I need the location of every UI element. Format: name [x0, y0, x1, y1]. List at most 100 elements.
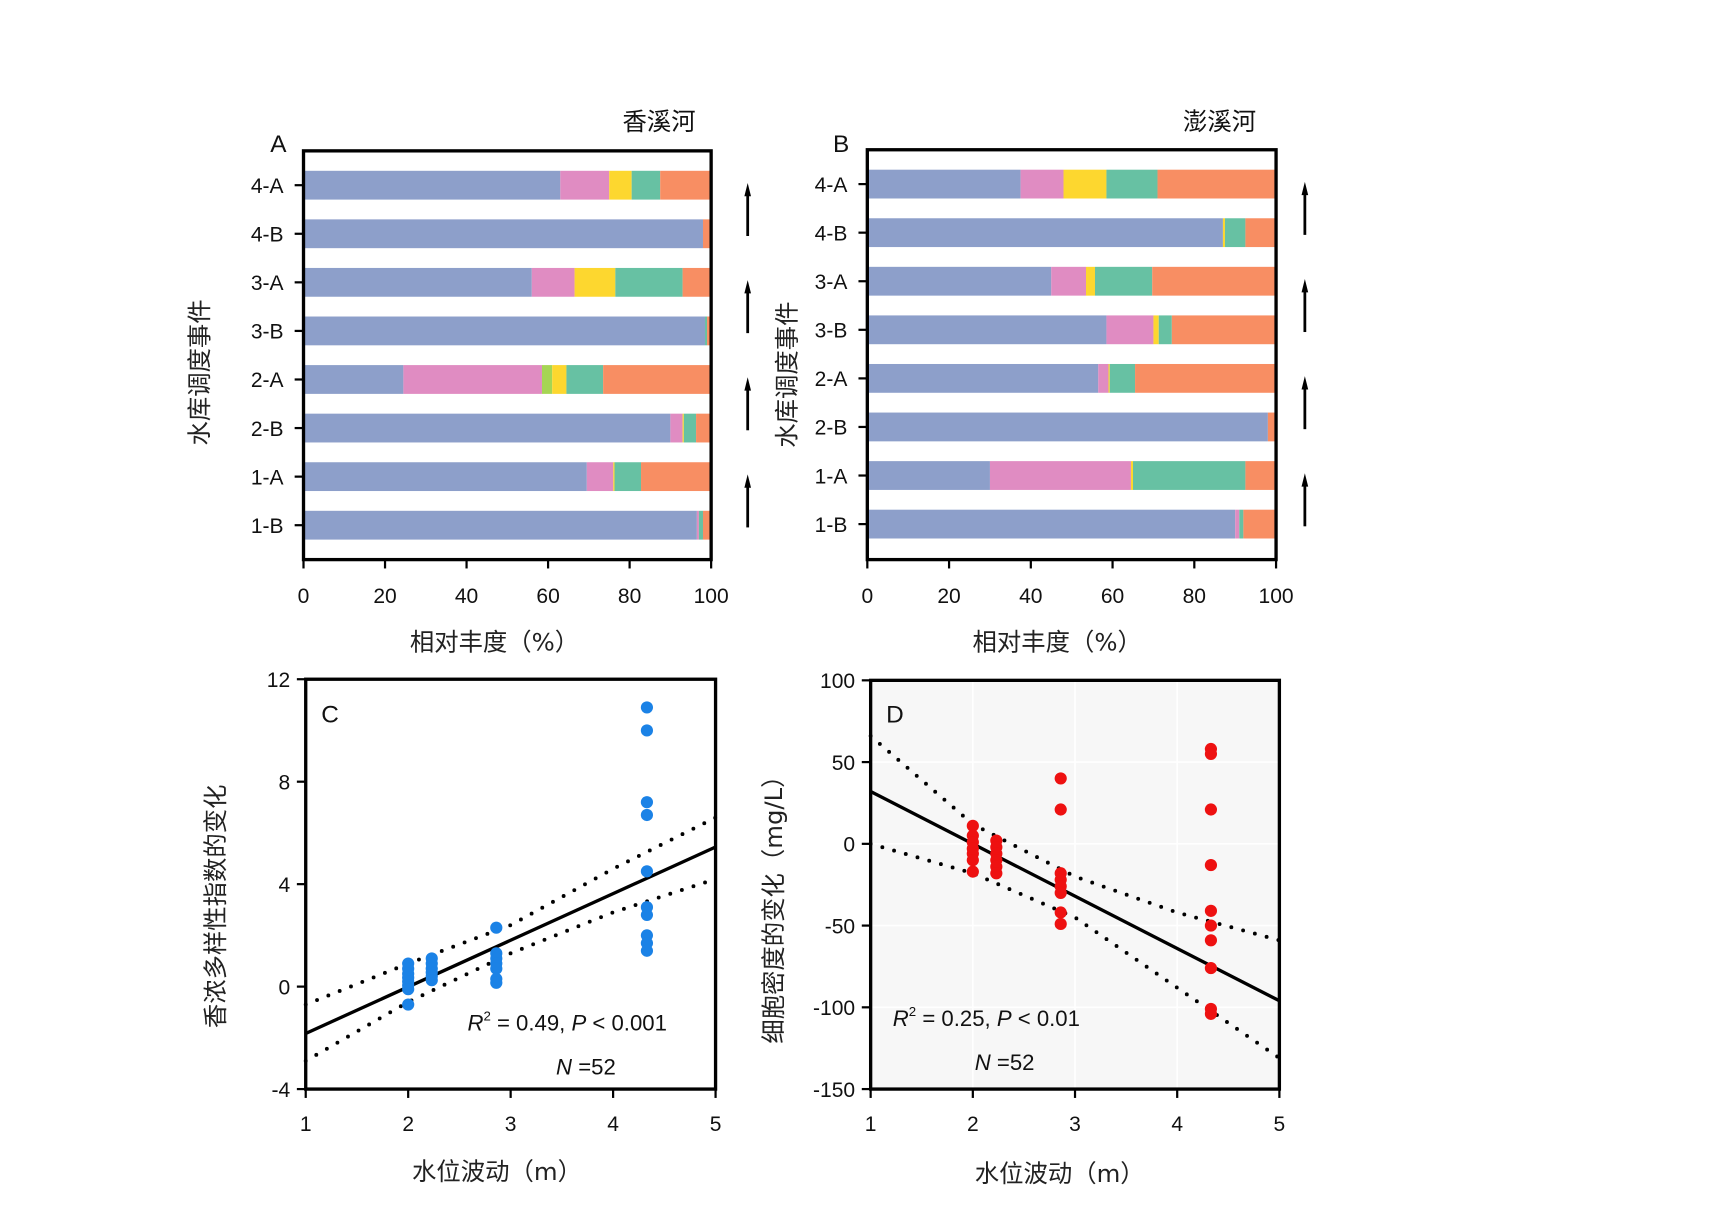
panel-b-title: 澎溪河 [1183, 107, 1256, 136]
panel-d-x-tick-label: 5 [1274, 1113, 1286, 1136]
panel-a-bar-segment-yellow_group [552, 365, 567, 394]
panel-d-data-point [966, 865, 979, 878]
panel-a-x-axis-title: 相对丰度（%） [410, 627, 579, 656]
panel-b-bar-segment-blue_group [867, 509, 1236, 539]
panel-a-y-tick-label: 1-A [251, 466, 284, 489]
panel-c-letter: C [321, 701, 339, 728]
p-symbol: P [997, 1006, 1012, 1031]
panel-d-y-tick-label: -50 [825, 915, 855, 938]
panel-b-bar-segment-green_group [1106, 169, 1158, 199]
panel-c-y-tick-label: -4 [272, 1079, 291, 1102]
panel-b-y-tick-label: 4-B [815, 222, 848, 245]
panel-a-bar-segment-blue_group [303, 510, 697, 540]
panel-a-y-tick-label: 3-A [251, 272, 284, 295]
panel-b-x-tick-label: 60 [1101, 585, 1124, 608]
panel-d-data-point [1204, 919, 1218, 932]
panel-b-x-tick-label: 0 [861, 585, 873, 608]
panel-a-y-tick-label: 3-B [251, 321, 284, 344]
panel-a-bar-segment-blue_group [303, 365, 404, 394]
panel-b-bar-segment-green_group [1158, 315, 1172, 345]
panel-b-bar-segment-orange_group [1243, 509, 1277, 539]
panel-d-ci-lower-line [868, 841, 1282, 1060]
panel-c-r2-annotation: R2 = 0.49, P < 0.001 [467, 1008, 666, 1035]
panel-a-x-tick-label: 20 [373, 585, 396, 608]
panel-c-data-point [490, 921, 503, 934]
panel-b-up-arrow-head [1301, 473, 1309, 487]
panel-b-up-arrow-head [1301, 181, 1309, 196]
n-symbol: N [975, 1050, 991, 1075]
panel-c-y-tick-label: 4 [279, 874, 291, 897]
panel-a-up-arrow-head [744, 474, 752, 488]
panel-b-bar-segment-green_group [1094, 266, 1153, 296]
r2-superscript: 2 [909, 1004, 916, 1019]
n-value: =52 [572, 1055, 616, 1080]
r2-symbol: R [893, 1006, 909, 1031]
panel-a-bar-segment-orange_group [702, 219, 712, 249]
panel-a-y-tick-label: 1-B [251, 515, 284, 538]
panel-c-data-point [490, 962, 503, 975]
n-symbol: N [556, 1055, 572, 1080]
panel-b-x-tick-label: 80 [1183, 585, 1206, 608]
panel-a-bar-segment-green_group [566, 365, 604, 394]
panel-b-x-axis-title: 相对丰度（%） [973, 627, 1142, 656]
panel-b-bar-segment-green_group [1133, 461, 1246, 490]
panel-b-bar-segment-orange_group [1267, 412, 1277, 442]
panel-d-data-point [1204, 904, 1218, 917]
panel-b-bar-segment-blue_group [867, 461, 990, 490]
panel-c-data-point [640, 944, 654, 957]
panel-c-data-point [640, 701, 654, 714]
panel-c-x-tick-label: 2 [402, 1113, 414, 1136]
panel-d-y-axis-title: 细胞密度的变化（mg/L） [759, 763, 788, 1043]
panel-b-bar-segment-green_group [1109, 363, 1136, 393]
panel-b-bar-segment-orange_group [1152, 266, 1277, 296]
panel-d-y-tick-label: 0 [843, 834, 855, 857]
panel-a-bar-segment-blue_group [303, 316, 706, 346]
panel-d-data-point [1204, 934, 1218, 947]
panel-a-bar-segment-yellow_group [574, 267, 616, 297]
panel-a-y-tick-label: 4-B [251, 224, 284, 247]
panel-b-bar-segment-green_group [1224, 218, 1246, 248]
panel-a-bar-segment-lime_group [541, 365, 553, 394]
panel-b-bar-segment-blue_group [867, 315, 1107, 345]
panel-c-data-point [640, 908, 654, 921]
panel-a-title: 香溪河 [623, 107, 696, 136]
panel-a-x-tick-label: 100 [694, 585, 729, 608]
panel-a-bar-segment-blue_group [303, 219, 703, 249]
panel-d-y-tick-label: 100 [820, 670, 855, 693]
panel-b: B 澎溪河 4-A 4-B 3-A 3-B 2-A 2-B 1-A 1-B 0 20 40 60 80 1… [772, 107, 1309, 656]
panel-b-y-tick-label: 4-A [815, 174, 848, 197]
panel-a-axes: 4-A 4-B 3-A 3-B 2-A 2-B 1-A 1-B 0 20 40 60 80 100 [251, 149, 752, 608]
panel-a-bar-segment-yellow_group [682, 413, 684, 443]
panel-d-data-point [1204, 858, 1218, 872]
p-value: < 0.001 [586, 1010, 667, 1035]
panel-d-letter: D [886, 701, 904, 728]
panel-c-regression-line [305, 845, 717, 1036]
panel-d-x-tick-label: 3 [1069, 1113, 1081, 1136]
panel-b-bar-segment-orange_group [1171, 315, 1277, 345]
panel-b-y-tick-label: 1-B [815, 514, 848, 537]
panel-c-x-tick-label: 5 [710, 1113, 722, 1136]
panel-a-bar-segment-blue_group [303, 267, 532, 297]
panel-b-up-arrow-head [1301, 376, 1309, 390]
panel-d-plot: -150 -100 -50 0 50 100 1 2 3 4 5 [813, 670, 1285, 1136]
panel-b-bar-segment-blue_group [867, 266, 1052, 296]
panel-b-bar-segment-pink_group [989, 461, 1131, 490]
panel-a-bar-segment-pink_group [403, 365, 542, 394]
panel-a: A 香溪河 4-A 4-B 3-A 3-B 2-A 2-B 1-A 1-B 0 20 40 60 80 1… [185, 107, 752, 656]
panel-a-bars [303, 170, 712, 540]
panel-d-r2-annotation: R2 = 0.25, P < 0.01 [893, 1004, 1080, 1031]
panel-b-axes: 4-A 4-B 3-A 3-B 2-A 2-B 1-A 1-B 0 20 40 60 80 100 [815, 148, 1309, 608]
panel-d-data-point [1054, 906, 1067, 919]
panel-a-bar-segment-yellow_group [613, 462, 615, 492]
panel-c-data-point [640, 808, 654, 822]
panel-d-data-point [990, 867, 1003, 880]
panel-d-data-point [1054, 917, 1067, 931]
n-value: =52 [991, 1050, 1035, 1075]
panel-d-data-point [1204, 1007, 1218, 1020]
panel-c-n-annotation: N =52 [556, 1055, 616, 1080]
panel-c-data-point [640, 865, 654, 878]
panel-b-bar-segment-yellow_group [1153, 315, 1159, 345]
panel-b-frame [865, 148, 1278, 562]
